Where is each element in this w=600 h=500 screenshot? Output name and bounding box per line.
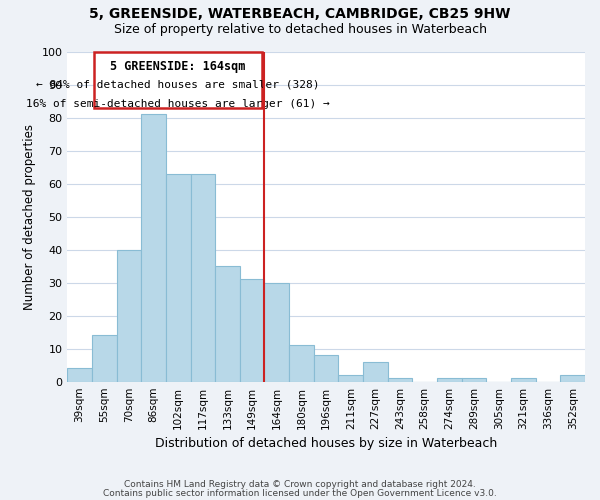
Bar <box>388 378 412 382</box>
Text: Size of property relative to detached houses in Waterbeach: Size of property relative to detached ho… <box>113 22 487 36</box>
Text: 5, GREENSIDE, WATERBEACH, CAMBRIDGE, CB25 9HW: 5, GREENSIDE, WATERBEACH, CAMBRIDGE, CB2… <box>89 8 511 22</box>
Bar <box>265 282 289 382</box>
Bar <box>289 346 314 382</box>
Bar <box>338 375 363 382</box>
Text: 5 GREENSIDE: 164sqm: 5 GREENSIDE: 164sqm <box>110 60 246 73</box>
Bar <box>166 174 191 382</box>
Text: ← 84% of detached houses are smaller (328): ← 84% of detached houses are smaller (32… <box>37 80 320 90</box>
Bar <box>116 250 141 382</box>
Bar <box>462 378 487 382</box>
Bar <box>363 362 388 382</box>
FancyBboxPatch shape <box>94 52 262 108</box>
Bar <box>67 368 92 382</box>
Text: 16% of semi-detached houses are larger (61) →: 16% of semi-detached houses are larger (… <box>26 100 330 110</box>
Bar <box>240 280 265 382</box>
Bar <box>314 356 338 382</box>
Text: Contains public sector information licensed under the Open Government Licence v3: Contains public sector information licen… <box>103 488 497 498</box>
Bar <box>560 375 585 382</box>
Bar <box>141 114 166 382</box>
Bar <box>215 266 240 382</box>
X-axis label: Distribution of detached houses by size in Waterbeach: Distribution of detached houses by size … <box>155 437 497 450</box>
Text: Contains HM Land Registry data © Crown copyright and database right 2024.: Contains HM Land Registry data © Crown c… <box>124 480 476 489</box>
Bar <box>92 336 116 382</box>
Bar <box>437 378 462 382</box>
Bar <box>511 378 536 382</box>
Y-axis label: Number of detached properties: Number of detached properties <box>23 124 36 310</box>
Bar <box>191 174 215 382</box>
